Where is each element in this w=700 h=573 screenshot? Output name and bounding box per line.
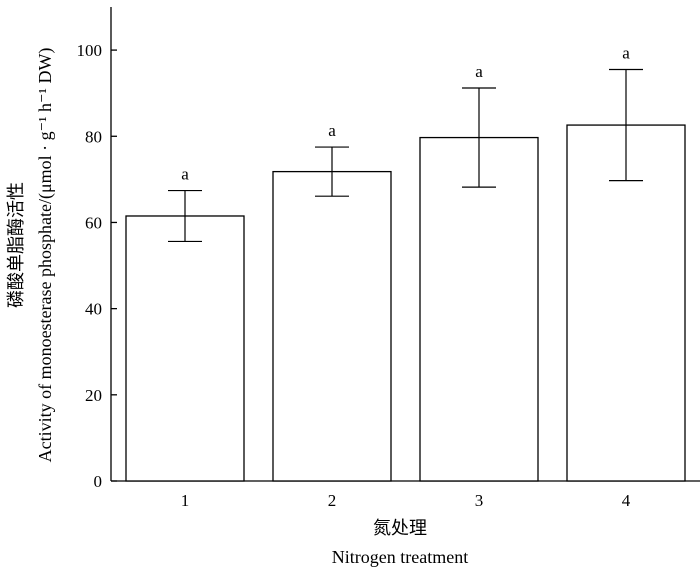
x-tick-label: 3: [475, 491, 484, 510]
y-ticks: 0 20 40 60 80 100: [77, 41, 117, 491]
significance-label-1: a: [181, 165, 189, 184]
y-tick-label: 40: [85, 300, 102, 319]
y-axis-title-cn: 磷酸单脂酶活性: [6, 182, 26, 308]
y-axis-title-en: Activity of monoesterase phosphate/(μmol…: [35, 48, 56, 463]
significance-label-2: a: [328, 121, 336, 140]
significance-label-4: a: [622, 43, 630, 62]
significance-label-3: a: [475, 62, 483, 81]
x-tick-label: 2: [328, 491, 337, 510]
y-tick-label: 80: [85, 127, 102, 146]
bar-3: [419, 136, 539, 482]
error-bars: [168, 68, 643, 243]
significance-labels: a a a a: [181, 43, 630, 183]
x-tick-label: 1: [181, 491, 190, 510]
y-tick-label: 0: [94, 472, 103, 491]
x-axis-title-cn: 氮处理: [373, 518, 427, 538]
bar-1: [125, 215, 245, 482]
x-axis-title-en: Nitrogen treatment: [332, 547, 468, 567]
x-ticks: 1 2 3 4: [181, 475, 631, 510]
bar-2: [272, 170, 392, 482]
x-tick-label: 4: [622, 491, 631, 510]
bars: [125, 124, 686, 482]
y-tick-label: 60: [85, 213, 102, 232]
y-tick-label: 100: [77, 41, 103, 60]
y-tick-label: 20: [85, 386, 102, 405]
